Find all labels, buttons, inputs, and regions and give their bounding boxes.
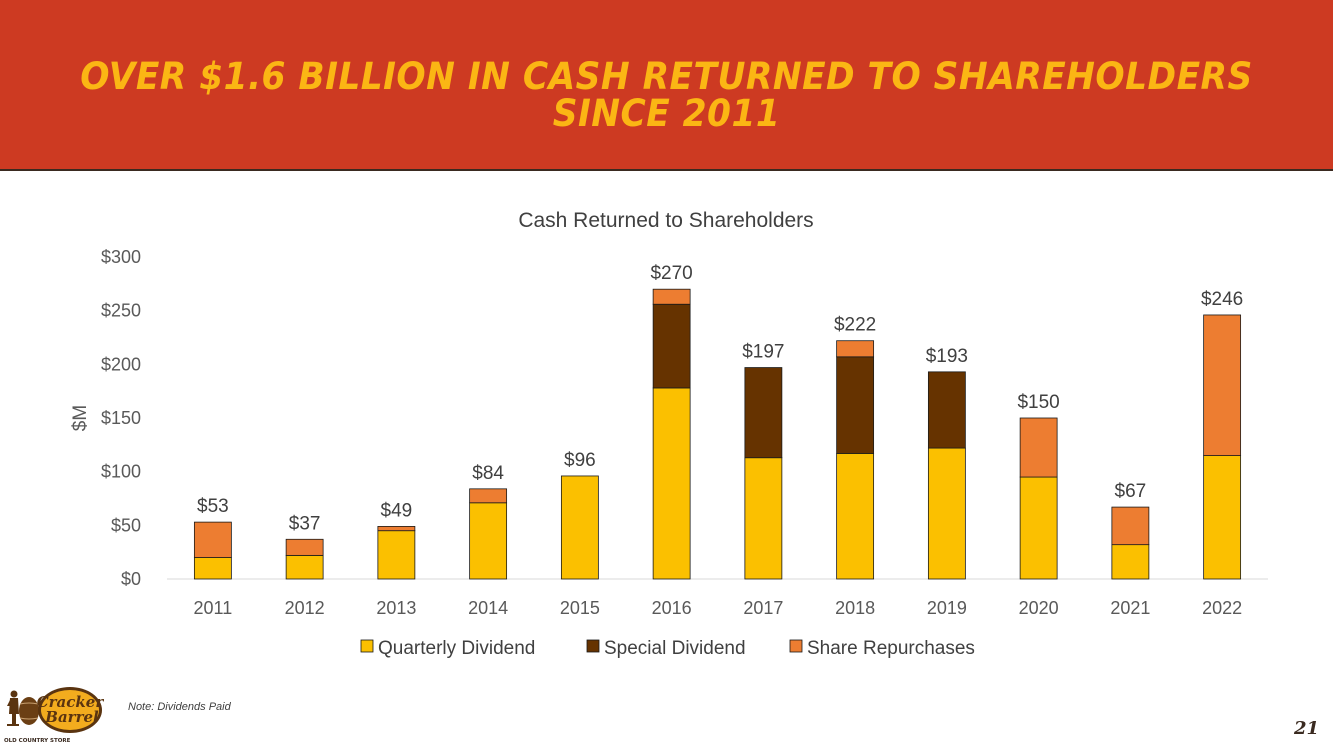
total-data-label: $222 [834, 315, 876, 336]
y-axis-label: $M [70, 405, 91, 431]
x-tick-label: 2018 [835, 598, 875, 618]
legend-label: Share Repurchases [807, 638, 975, 659]
bar-segment-special-dividend [927, 371, 966, 449]
svg-text:Barrel: Barrel [44, 708, 99, 726]
y-tick-label: $300 [101, 247, 141, 267]
total-data-label: $96 [564, 450, 596, 471]
bar-segment-share-repurchases [1019, 417, 1058, 478]
x-tick-label: 2020 [1019, 598, 1059, 618]
y-tick-label: $250 [101, 301, 141, 321]
bar-segment-special-dividend [652, 303, 691, 389]
x-tick-label: 2012 [285, 598, 325, 618]
bar-segment-quarterly-dividend [1111, 544, 1150, 580]
bar-segment-quarterly-dividend [927, 447, 966, 580]
footnote: Note: Dividends Paid [128, 701, 231, 713]
bar-segment-quarterly-dividend [836, 453, 875, 580]
y-tick-label: $50 [111, 515, 141, 535]
legend-label: Special Dividend [604, 638, 746, 659]
data-labels: $53 $37 $49 $84 $96 $270 $197 $222 $193 $150 $67 $2… [197, 263, 1243, 534]
legend-swatch [586, 639, 600, 653]
x-tick-label: 2022 [1202, 598, 1242, 618]
x-tick-label: 2016 [652, 598, 692, 618]
total-data-label: $67 [1115, 481, 1147, 502]
bar-segment-quarterly-dividend [1203, 455, 1242, 580]
bar-segment-special-dividend [744, 367, 783, 459]
x-tick-label: 2017 [743, 598, 783, 618]
bar-segment-special-dividend [836, 356, 875, 454]
total-data-label: $197 [742, 342, 784, 363]
legend-swatch [789, 639, 803, 653]
total-data-label: $246 [1201, 289, 1243, 310]
x-tick-label: 2021 [1110, 598, 1150, 618]
bar-segment-quarterly-dividend [744, 457, 783, 580]
bar-segment-share-repurchases [1203, 314, 1242, 456]
bar-segment-share-repurchases [377, 526, 416, 532]
legend-label: Quarterly Dividend [378, 638, 535, 659]
bar-segment-quarterly-dividend [377, 530, 416, 580]
y-tick-label: $0 [121, 569, 141, 589]
bar-segment-quarterly-dividend [469, 502, 508, 580]
y-tick-label: $150 [101, 408, 141, 428]
total-data-label: $150 [1017, 392, 1059, 413]
x-axis-ticks: 2011 2012 2013 2014 2015 2016 2017 2018 2019 2020… [194, 598, 1243, 618]
bar-segment-quarterly-dividend [285, 554, 324, 580]
y-tick-label: $100 [101, 462, 141, 482]
bar-segment-share-repurchases [1111, 506, 1150, 546]
x-tick-label: 2011 [194, 598, 233, 618]
bar-segment-share-repurchases [652, 288, 691, 305]
bar-segment-share-repurchases [836, 340, 875, 358]
stacked-bar-chart: Cash Returned to Shareholders $M $0 $50 $1… [70, 209, 1268, 659]
cracker-barrel-logo: Cracker Barrel OLD COUNTRY STORE [4, 687, 104, 744]
legend: Quarterly Dividend Special Dividend Share … [360, 638, 975, 659]
total-data-label: $84 [472, 463, 504, 484]
title-banner: OVER $1.6 BILLION IN CASH RETURNED TO SH… [0, 0, 1333, 171]
slide-title: OVER $1.6 BILLION IN CASH RETURNED TO SH… [80, 55, 1253, 135]
x-tick-label: 2013 [376, 598, 416, 618]
total-data-label: $49 [381, 500, 413, 521]
total-data-label: $37 [289, 513, 321, 534]
bar-segment-share-repurchases [469, 488, 508, 504]
svg-text:Cracker: Cracker [37, 693, 104, 711]
chart-title: Cash Returned to Shareholders [518, 209, 813, 232]
total-data-label: $270 [650, 263, 692, 284]
bar-segment-quarterly-dividend [652, 387, 691, 580]
bars [193, 288, 1242, 580]
x-tick-label: 2015 [560, 598, 600, 618]
total-data-label: $53 [197, 496, 229, 517]
logo-subtext: OLD COUNTRY STORE [4, 738, 71, 744]
bar-segment-quarterly-dividend [193, 557, 232, 580]
bar-segment-share-repurchases [193, 521, 232, 558]
page-number: 21 [1293, 718, 1319, 739]
bar-segment-quarterly-dividend [560, 475, 599, 580]
y-tick-label: $200 [101, 354, 141, 374]
total-data-label: $193 [926, 346, 968, 367]
legend-swatch [360, 639, 374, 653]
x-tick-label: 2014 [468, 598, 508, 618]
y-axis-ticks: $0 $50 $100 $150 $200 $250 $300 [101, 247, 141, 589]
bar-segment-share-repurchases [285, 538, 324, 556]
bar-segment-quarterly-dividend [1019, 476, 1058, 580]
x-tick-label: 2019 [927, 598, 967, 618]
